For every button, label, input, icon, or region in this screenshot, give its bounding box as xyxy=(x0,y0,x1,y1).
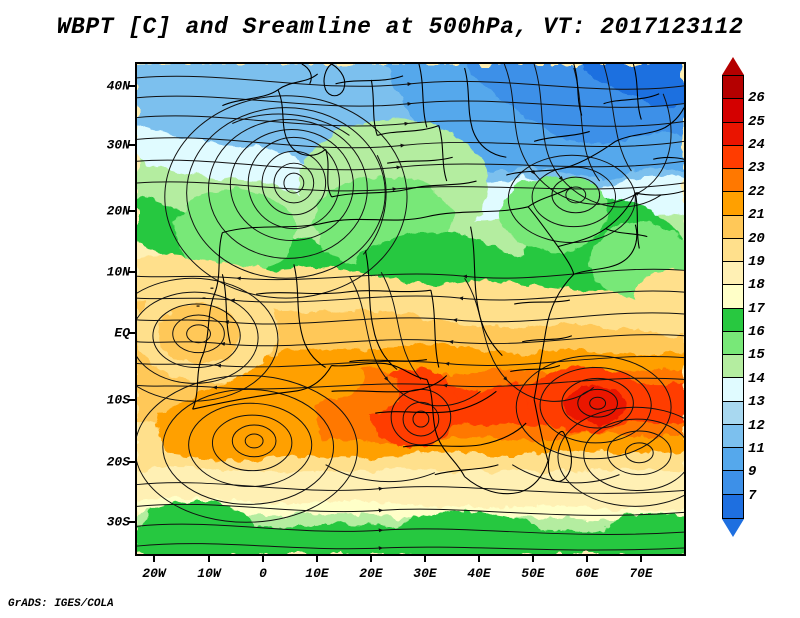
colorbar-tick-label: 12 xyxy=(748,417,765,434)
colorbar-tick-label: 19 xyxy=(748,253,765,270)
colorbar-tick-label: 22 xyxy=(748,183,765,200)
y-tick-label: EQ xyxy=(114,325,130,341)
x-tick-label: 20E xyxy=(359,566,383,581)
x-tick-mark xyxy=(532,556,534,562)
x-tick-label: 20W xyxy=(142,566,166,581)
colorbar-swatch xyxy=(723,262,743,286)
x-tick-label: 40E xyxy=(467,566,491,581)
y-tick-label: 20S xyxy=(106,454,130,470)
colorbar-tick-label: 25 xyxy=(748,113,765,130)
colorbar-swatch xyxy=(723,285,743,309)
colorbar-swatch xyxy=(723,76,743,100)
x-tick-label: 70E xyxy=(629,566,653,581)
x-tick-label: 50E xyxy=(521,566,545,581)
colorbar-tick-label: 13 xyxy=(748,394,765,411)
y-tick-mark xyxy=(129,332,135,334)
x-tick-mark xyxy=(586,556,588,562)
x-tick-mark xyxy=(262,556,264,562)
colorbar-tick-label: 23 xyxy=(748,160,765,177)
streamline-overlay xyxy=(137,64,684,551)
colorbar-swatch xyxy=(723,378,743,402)
y-tick-mark xyxy=(129,210,135,212)
x-tick-mark xyxy=(316,556,318,562)
colorbar-swatch xyxy=(723,424,743,448)
colorbar-swatch xyxy=(723,355,743,379)
y-tick-label: 10S xyxy=(106,392,130,408)
colorbar-swatch xyxy=(723,215,743,239)
colorbar-tick-label: 18 xyxy=(748,277,765,294)
x-tick-label: 30E xyxy=(413,566,437,581)
y-tick-mark xyxy=(129,271,135,273)
y-tick-label: 20N xyxy=(106,203,130,219)
colorbar-tick-label: 9 xyxy=(748,464,757,481)
x-tick-mark xyxy=(424,556,426,562)
attribution-footer: GrADS: IGES/COLA xyxy=(8,598,114,610)
x-tick-label: 10W xyxy=(197,566,221,581)
coastline-borders-overlay xyxy=(192,64,684,495)
colorbar-tick-label: 21 xyxy=(748,207,765,224)
colorbar-tick-label: 17 xyxy=(748,300,765,317)
colorbar-tick-label: 14 xyxy=(748,370,765,387)
y-tick-mark xyxy=(129,461,135,463)
colorbar-swatch xyxy=(723,122,743,146)
colorbar-tick-label: 11 xyxy=(748,440,765,457)
colorbar-tick-label: 16 xyxy=(748,324,765,341)
x-tick-mark xyxy=(208,556,210,562)
colorbar-swatch xyxy=(723,448,743,472)
y-tick-label: 10N xyxy=(106,264,130,280)
colorbar-bottom-arrow xyxy=(722,519,744,537)
colorbar-tick-label: 20 xyxy=(748,230,765,247)
colorbar-swatch xyxy=(723,331,743,355)
colorbar-swatch xyxy=(723,99,743,123)
colorbar-swatch xyxy=(723,169,743,193)
y-tick-mark xyxy=(129,85,135,87)
colorbar-swatch xyxy=(723,471,743,495)
x-tick-label: 10E xyxy=(305,566,329,581)
colorbar-swatch xyxy=(723,145,743,169)
y-tick-label: 30S xyxy=(106,514,130,530)
colorbar-tick-label: 15 xyxy=(748,347,765,364)
y-tick-mark xyxy=(129,521,135,523)
colorbar xyxy=(722,75,744,519)
x-tick-mark xyxy=(370,556,372,562)
colorbar-swatch xyxy=(723,192,743,216)
x-tick-mark xyxy=(153,556,155,562)
x-tick-mark xyxy=(640,556,642,562)
colorbar-tick-label: 7 xyxy=(748,487,757,504)
colorbar-swatch xyxy=(723,401,743,425)
colorbar-top-arrow xyxy=(722,57,744,75)
x-tick-label: 60E xyxy=(575,566,599,581)
y-tick-mark xyxy=(129,399,135,401)
y-tick-mark xyxy=(129,144,135,146)
page-title: WBPT [C] and Sreamline at 500hPa, VT: 20… xyxy=(56,14,744,40)
colorbar-swatch xyxy=(723,308,743,332)
x-tick-mark xyxy=(478,556,480,562)
y-tick-label: 40N xyxy=(106,78,130,94)
map-plot-area xyxy=(135,62,686,556)
x-tick-label: 0 xyxy=(259,566,267,581)
wbpt-color-field xyxy=(137,64,684,554)
colorbar-swatch xyxy=(723,238,743,262)
colorbar-tick-label: 24 xyxy=(748,137,765,154)
colorbar-tick-label: 26 xyxy=(748,90,765,107)
colorbar-swatch xyxy=(723,494,743,518)
y-tick-label: 30N xyxy=(106,137,130,153)
